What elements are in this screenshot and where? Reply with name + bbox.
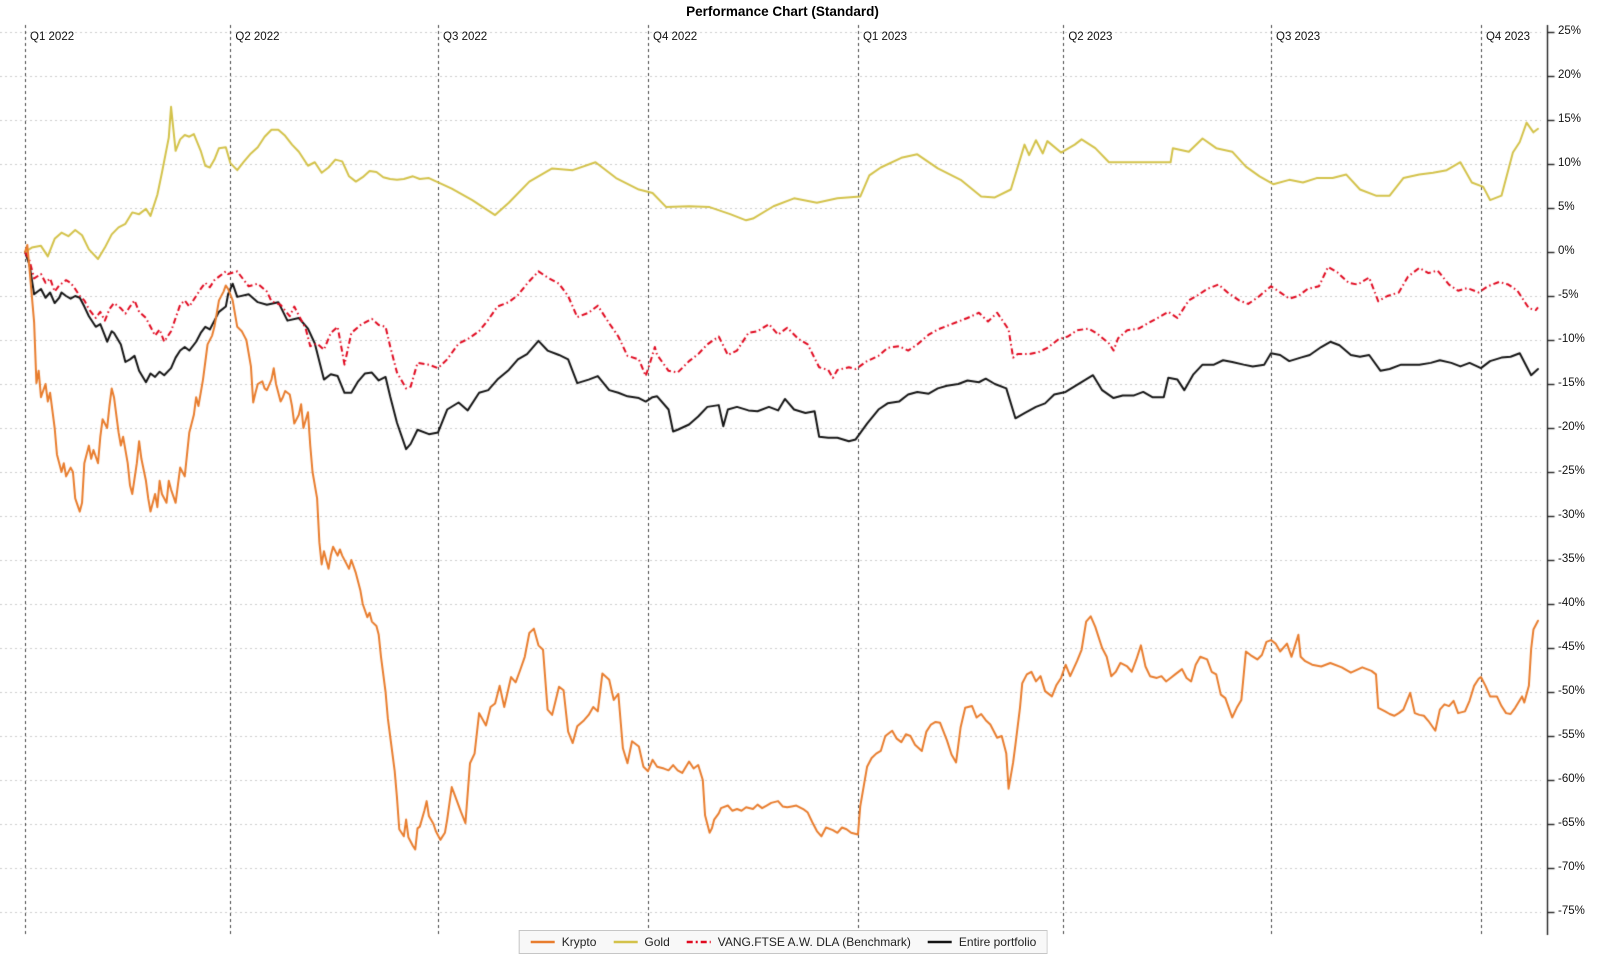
quarter-label-q1-2022: Q1 2022: [30, 31, 75, 43]
legend-item-vang-ftse-a-w-dla-benchmark[interactable]: VANG.FTSE A.W. DLA (Benchmark): [686, 935, 911, 949]
y-axis-tick-label: -45%: [1558, 641, 1585, 653]
legend-item-krypto[interactable]: Krypto: [530, 935, 597, 949]
y-axis-tick-label: -5%: [1558, 289, 1579, 301]
quarter-label-q2-2023: Q2 2023: [1068, 31, 1113, 43]
y-axis-tick-label: -75%: [1558, 905, 1585, 917]
y-axis-tick-label: -30%: [1558, 509, 1585, 521]
quarter-label-q4-2022: Q4 2022: [653, 31, 698, 43]
quarter-label-q1-2023: Q1 2023: [862, 31, 908, 43]
y-axis-tick-label: -65%: [1558, 817, 1585, 829]
y-axis-tick-label: 20%: [1558, 69, 1582, 81]
legend-label: VANG.FTSE A.W. DLA (Benchmark): [717, 935, 911, 949]
quarter-label-q3-2023: Q3 2023: [1276, 31, 1321, 43]
legend-item-entire-portfolio[interactable]: Entire portfolio: [927, 935, 1036, 949]
quarter-label-q2-2022: Q2 2022: [235, 31, 280, 43]
legend-swatch-entire-portfolio-icon: [927, 940, 952, 944]
y-axis-tick-label: -20%: [1558, 421, 1585, 433]
chart-title: Performance Chart (Standard): [686, 4, 879, 19]
y-axis-tick-label: -40%: [1558, 597, 1585, 609]
y-axis-tick-label: -25%: [1558, 465, 1585, 477]
legend-label: Krypto: [561, 935, 597, 949]
chart-legend: Krypto Gold VANG.FTSE A.W. DLA (Benchmark)…: [518, 930, 1048, 954]
quarter-label-q3-2022: Q3 2022: [443, 31, 488, 43]
y-axis-tick-label: 25%: [1558, 25, 1582, 37]
y-axis-tick-label: -15%: [1558, 377, 1585, 389]
y-axis-tick-label: 10%: [1558, 157, 1582, 169]
legend-label: Gold: [644, 935, 670, 949]
legend-item-gold[interactable]: Gold: [612, 935, 670, 949]
legend-label: Entire portfolio: [958, 935, 1037, 949]
y-axis-tick-label: -70%: [1558, 861, 1585, 873]
y-axis-tick-label: -35%: [1558, 553, 1585, 565]
legend-swatch-gold-icon: [613, 940, 638, 944]
legend-swatch-krypto-icon: [530, 940, 555, 944]
y-axis-tick-label: -60%: [1558, 773, 1585, 785]
y-axis-tick-label: -50%: [1558, 685, 1585, 697]
y-axis-tick-label: -10%: [1558, 333, 1585, 345]
y-axis-tick-label: 0%: [1558, 245, 1575, 257]
legend-swatch-vang-ftse-a-w-dla-benchmark-icon: [686, 940, 711, 944]
y-axis-tick-label: -55%: [1558, 729, 1585, 741]
quarter-label-q4-2023: Q4 2023: [1485, 31, 1531, 43]
y-axis-tick-label: 5%: [1558, 201, 1575, 213]
y-axis-tick-label: 15%: [1558, 113, 1582, 125]
